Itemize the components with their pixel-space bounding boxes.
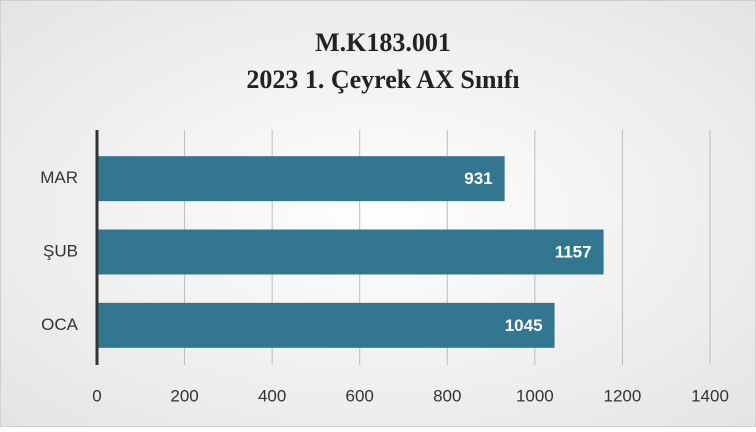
- bar: [97, 156, 505, 202]
- data-label: 931: [464, 169, 492, 188]
- x-tick-label: 1200: [604, 386, 642, 405]
- x-tick-label: 400: [258, 386, 286, 405]
- x-tick-label: 800: [433, 386, 461, 405]
- chart-title: M.K183.001: [315, 28, 451, 57]
- y-tick-label: MAR: [40, 168, 78, 187]
- x-tick-label: 200: [170, 386, 198, 405]
- x-tick-label: 1000: [516, 386, 554, 405]
- y-tick-label: OCA: [41, 315, 79, 334]
- x-tick-label: 600: [346, 386, 374, 405]
- chart-subtitle: 2023 1. Çeyrek AX Sınıfı: [246, 65, 519, 94]
- x-tick-label: 0: [92, 386, 101, 405]
- y-tick-label: ŞUB: [43, 241, 78, 260]
- x-tick-label: 1400: [691, 386, 729, 405]
- bar: [97, 302, 555, 348]
- bar: [97, 229, 604, 275]
- data-label: 1157: [555, 242, 592, 261]
- data-label: 1045: [505, 316, 543, 335]
